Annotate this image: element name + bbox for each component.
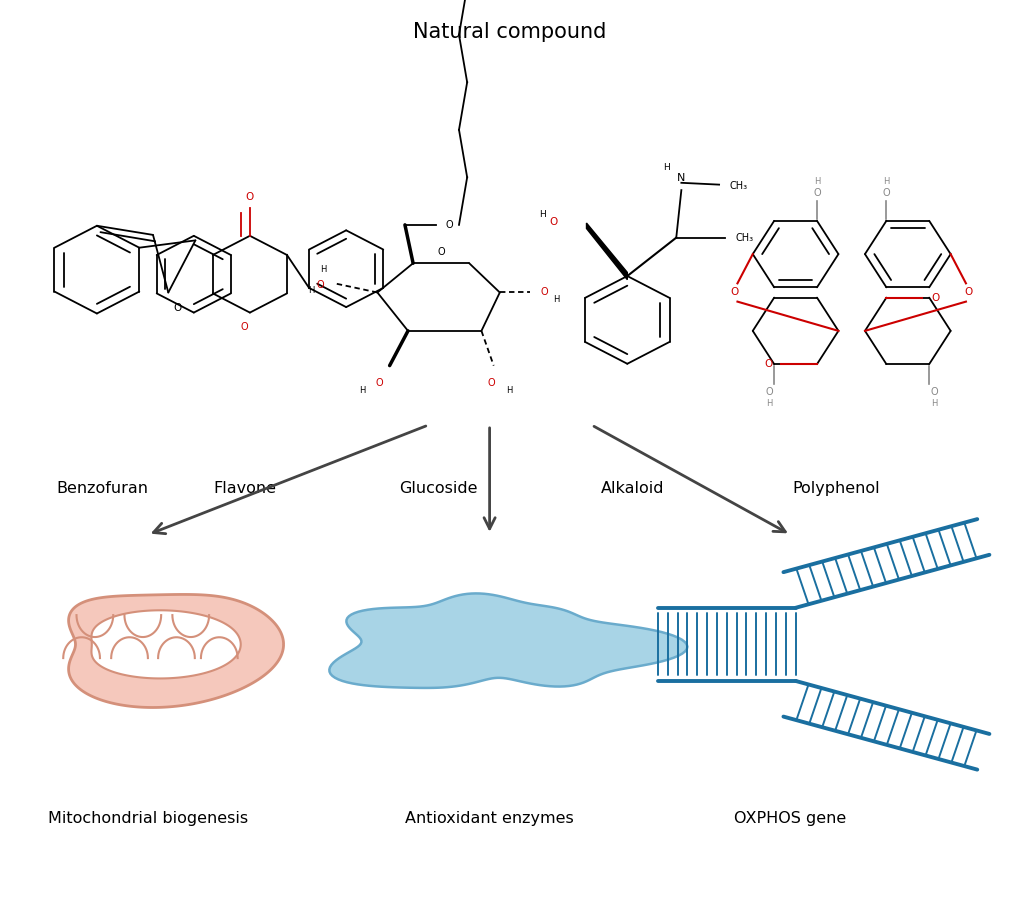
Polygon shape	[68, 594, 283, 707]
Text: Mitochondrial biogenesis: Mitochondrial biogenesis	[48, 811, 248, 825]
Text: CH₃: CH₃	[735, 233, 753, 242]
Text: H: H	[930, 399, 936, 408]
Text: O: O	[881, 188, 890, 198]
Text: O: O	[445, 220, 452, 229]
Text: H: H	[359, 386, 365, 395]
Text: OXPHOS gene: OXPHOS gene	[734, 811, 846, 825]
Text: Flavone: Flavone	[213, 482, 276, 496]
Text: O: O	[812, 188, 820, 198]
Text: O: O	[930, 292, 938, 303]
Text: H: H	[320, 265, 326, 274]
Text: H: H	[813, 177, 819, 186]
Text: O: O	[375, 378, 383, 388]
Text: O: O	[929, 387, 937, 397]
Text: H: H	[505, 386, 512, 395]
Text: H: H	[662, 163, 668, 172]
Text: Glucoside: Glucoside	[399, 482, 477, 496]
Text: H: H	[552, 295, 558, 304]
Polygon shape	[92, 611, 240, 678]
Text: O: O	[487, 378, 495, 388]
Text: O: O	[317, 281, 324, 290]
Polygon shape	[586, 223, 627, 280]
Text: O: O	[437, 248, 444, 257]
Text: H: H	[538, 210, 545, 219]
Text: O: O	[540, 288, 547, 297]
Text: O: O	[173, 303, 181, 314]
Text: H: H	[882, 177, 889, 186]
Polygon shape	[329, 593, 687, 688]
Text: O: O	[730, 288, 738, 297]
Text: Natural compound: Natural compound	[413, 22, 606, 42]
Text: Benzofuran: Benzofuran	[56, 482, 148, 496]
Text: O: O	[246, 192, 254, 202]
Text: O: O	[964, 288, 972, 297]
Text: Polyphenol: Polyphenol	[792, 482, 879, 496]
Text: Antioxidant enzymes: Antioxidant enzymes	[405, 811, 574, 825]
Text: O: O	[763, 359, 771, 369]
Text: N: N	[677, 173, 685, 183]
Text: O: O	[764, 387, 772, 397]
Text: Alkaloid: Alkaloid	[600, 482, 663, 496]
Text: O: O	[240, 322, 249, 332]
Text: O: O	[549, 218, 557, 227]
Text: H: H	[765, 399, 771, 408]
Text: CH₃: CH₃	[729, 182, 747, 191]
Text: H: H	[308, 286, 314, 295]
